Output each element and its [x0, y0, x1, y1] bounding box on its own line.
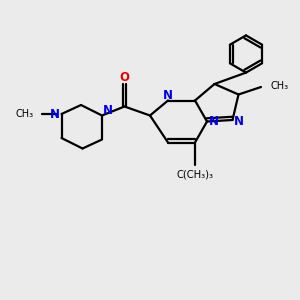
Text: CH₃: CH₃ — [271, 80, 289, 91]
Text: N: N — [50, 107, 60, 121]
Text: N: N — [163, 88, 173, 102]
Text: N: N — [208, 115, 219, 128]
Text: C(CH₃)₃: C(CH₃)₃ — [176, 169, 214, 180]
Text: O: O — [119, 71, 130, 84]
Text: N: N — [234, 115, 244, 128]
Text: CH₃: CH₃ — [16, 109, 34, 119]
Text: N: N — [102, 104, 112, 118]
